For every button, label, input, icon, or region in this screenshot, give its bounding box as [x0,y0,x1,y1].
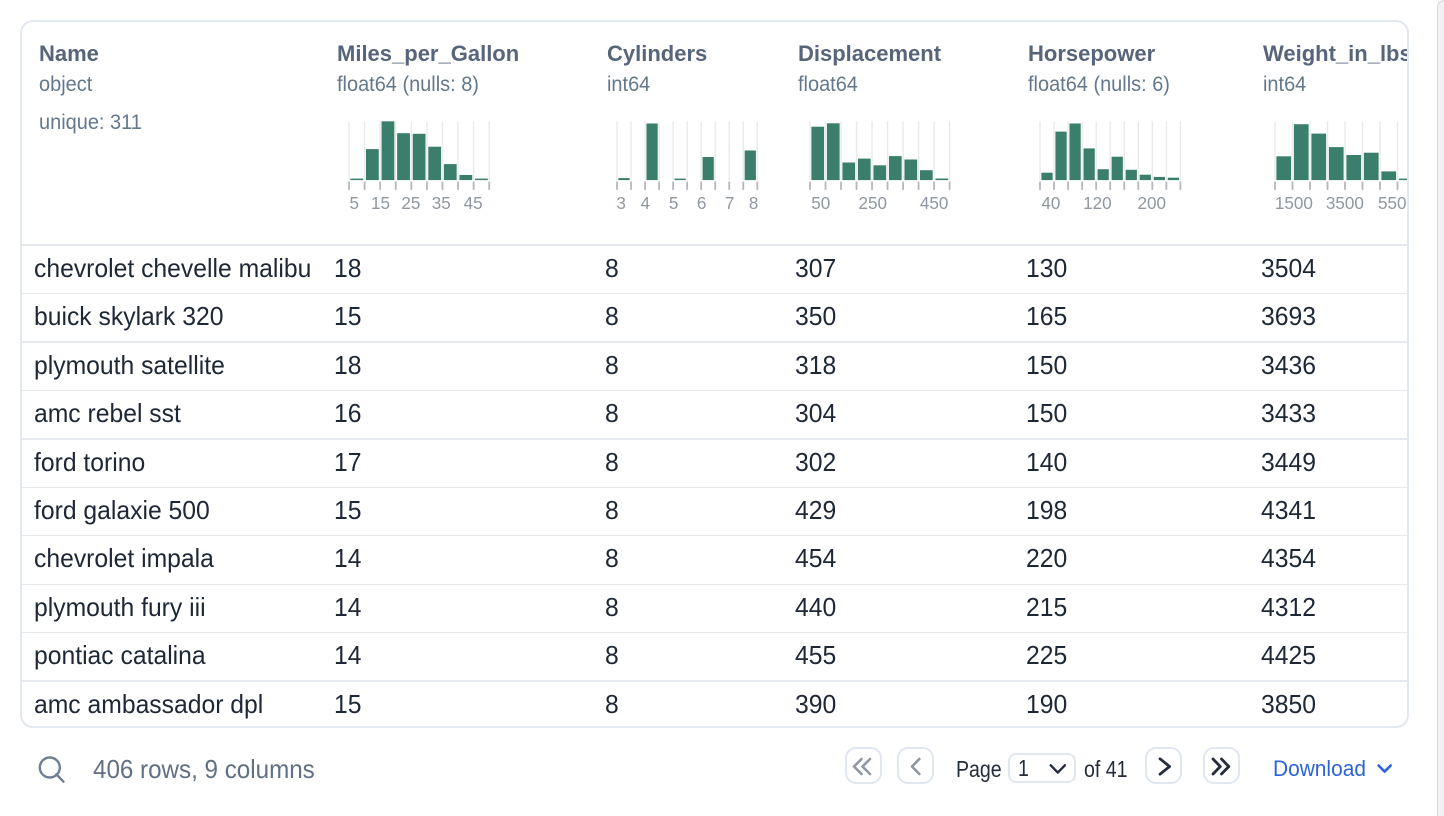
svg-text:120: 120 [1083,192,1112,213]
svg-text:3500: 3500 [1325,192,1363,213]
svg-text:5: 5 [669,192,679,213]
svg-text:50: 50 [811,192,830,213]
svg-text:8: 8 [749,192,759,213]
svg-text:25: 25 [401,192,420,213]
svg-text:4: 4 [641,192,651,213]
svg-text:1500: 1500 [1274,192,1312,213]
svg-text:450: 450 [920,192,949,213]
svg-text:5500: 5500 [1378,192,1409,213]
svg-text:5: 5 [349,192,359,213]
svg-text:250: 250 [858,192,887,213]
svg-text:7: 7 [725,192,735,213]
svg-text:6: 6 [697,192,707,213]
svg-text:45: 45 [463,192,482,213]
svg-text:200: 200 [1137,192,1166,213]
svg-text:35: 35 [431,192,450,213]
svg-text:40: 40 [1041,192,1060,213]
svg-text:15: 15 [371,192,390,213]
svg-text:3: 3 [617,192,627,213]
